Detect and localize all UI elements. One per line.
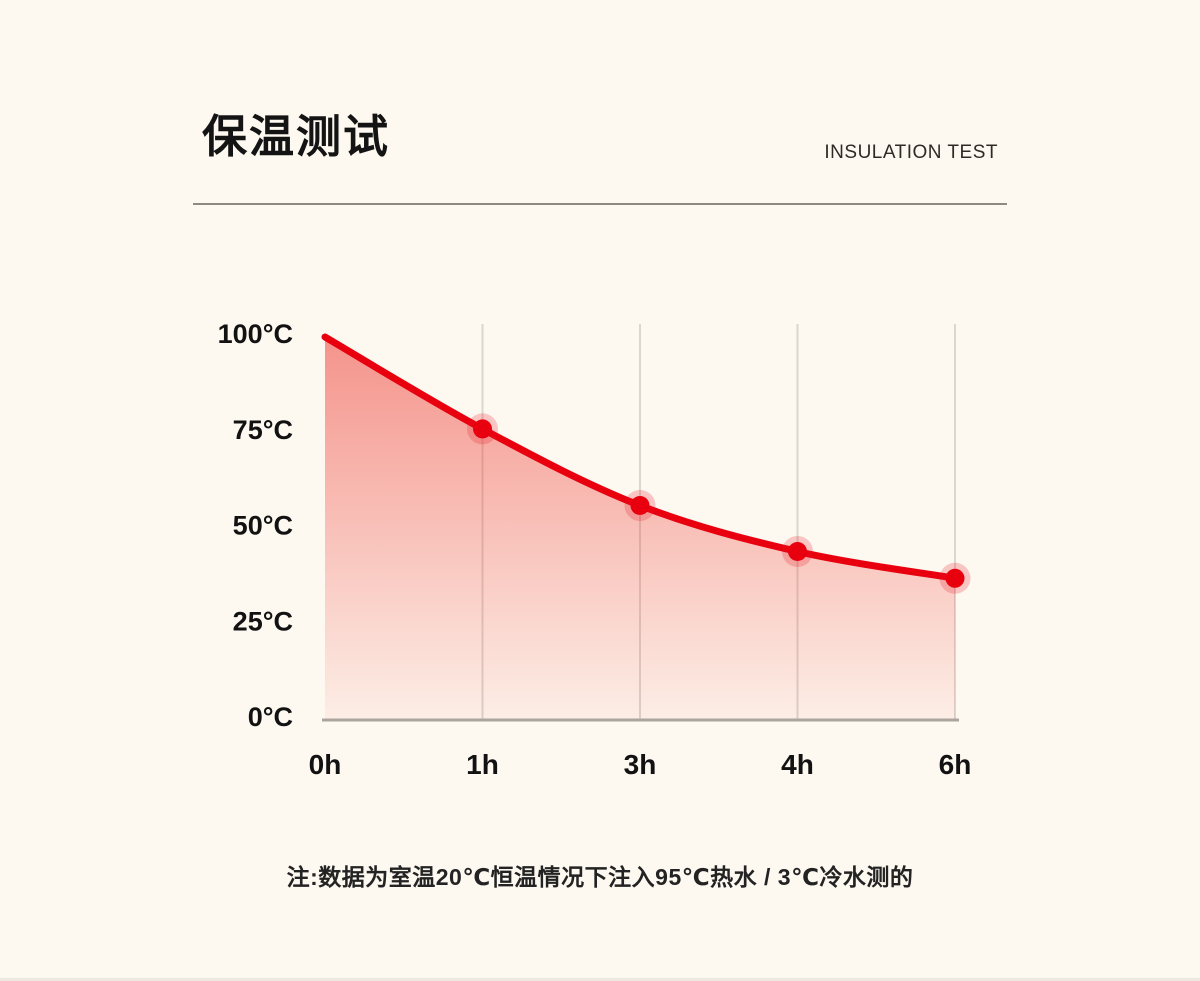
- y-tick-label: 50°C: [233, 511, 293, 541]
- y-tick-label: 75°C: [233, 415, 293, 445]
- x-axis-labels: 0h 1h 3h 4h 6h: [309, 749, 972, 780]
- x-tick-label: 6h: [939, 749, 972, 780]
- chart-container: 0°C 25°C 50°C 75°C 100°C 0h 1h 3h 4h 6h: [193, 300, 1007, 800]
- data-point-marker: [473, 419, 492, 439]
- data-point-marker: [630, 496, 650, 516]
- page-subtitle: INSULATION TEST: [824, 142, 998, 163]
- title-divider: [193, 203, 1007, 205]
- data-point-marker: [945, 568, 965, 588]
- y-tick-label: 0°C: [248, 702, 293, 732]
- x-tick-label: 0h: [309, 749, 342, 780]
- data-point-marker: [788, 541, 807, 561]
- y-axis-labels: 0°C 25°C 50°C 75°C 100°C: [218, 319, 293, 732]
- insulation-chart: 0°C 25°C 50°C 75°C 100°C 0h 1h 3h 4h 6h: [218, 319, 972, 780]
- y-tick-label: 25°C: [233, 606, 293, 636]
- data-point-markers: [467, 413, 971, 594]
- page-title: 保温测试: [202, 111, 391, 162]
- x-tick-label: 1h: [466, 749, 499, 780]
- footnote: 注:数据为室温20℃恒温情况下注入95℃热水 / 3℃冷水测的: [286, 864, 914, 890]
- x-tick-label: 4h: [781, 749, 814, 780]
- bottom-edge-strip: [0, 978, 1200, 981]
- y-tick-label: 100°C: [218, 319, 293, 349]
- x-tick-label: 3h: [624, 749, 657, 780]
